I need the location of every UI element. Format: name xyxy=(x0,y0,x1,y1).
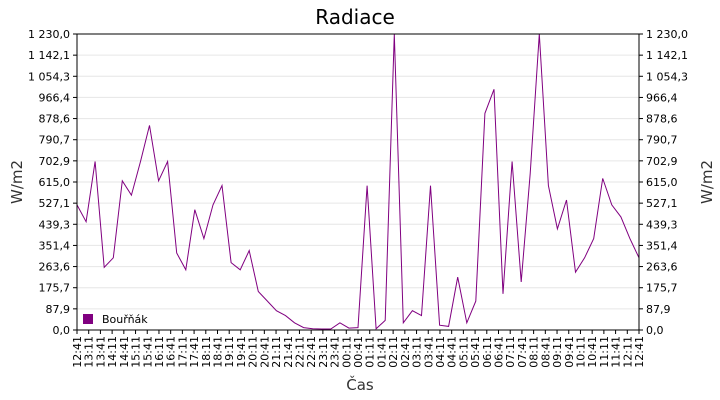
y-tick-label: 878,6 xyxy=(646,113,678,126)
x-tick-label: 06:11 xyxy=(481,336,494,368)
x-tick-label: 21:11 xyxy=(270,336,283,368)
x-tick-label: 16:11 xyxy=(153,336,166,368)
y-tick-label: 966,4 xyxy=(39,91,71,104)
x-tick-label: 01:11 xyxy=(364,336,377,368)
x-tick-label: 16:41 xyxy=(165,336,178,368)
x-tick-label: 17:11 xyxy=(176,336,189,368)
x-tick-label: 19:11 xyxy=(223,336,236,368)
y-tick-label: 439,3 xyxy=(39,218,71,231)
y-tick-label: 1 230,0 xyxy=(28,28,70,41)
x-tick-label: 05:11 xyxy=(457,336,470,368)
x-tick-label: 13:41 xyxy=(94,336,107,368)
x-tick-label: 23:11 xyxy=(317,336,330,368)
x-tick-label: 11:41 xyxy=(610,336,623,368)
x-tick-label: 02:41 xyxy=(399,336,412,368)
x-tick-label: 14:41 xyxy=(118,336,131,368)
x-tick-label: 10:41 xyxy=(586,336,599,368)
x-tick-label: 18:11 xyxy=(200,336,213,368)
legend-label: Bouřňák xyxy=(102,313,148,326)
y-tick-label: 87,9 xyxy=(46,303,71,316)
x-tick-label: 07:41 xyxy=(516,336,529,368)
y-tick-label: 175,7 xyxy=(39,282,71,295)
y-tick-label: 527,1 xyxy=(39,197,71,210)
x-tick-label: 23:41 xyxy=(329,336,342,368)
y-tick-label: 0,0 xyxy=(646,324,664,337)
plot-series xyxy=(76,33,640,330)
x-tick-label: 05:41 xyxy=(469,336,482,368)
x-tick-label: 08:11 xyxy=(528,336,541,368)
x-tick-label: 11:11 xyxy=(598,336,611,368)
y-tick-label: 175,7 xyxy=(646,282,678,295)
x-tick-label: 19:41 xyxy=(235,336,248,368)
y-tick-label: 0,0 xyxy=(53,324,71,337)
x-tick-label: 15:11 xyxy=(130,336,143,368)
x-tick-label: 10:11 xyxy=(574,336,587,368)
x-tick-label: 06:41 xyxy=(493,336,506,368)
x-tick-label: 07:11 xyxy=(504,336,517,368)
y-tick-label: 702,9 xyxy=(646,155,678,168)
x-axis-label: Čas xyxy=(346,375,374,394)
x-tick-label: 00:11 xyxy=(340,336,353,368)
x-tick-label: 13:11 xyxy=(83,336,96,368)
y-axis-label-right: W/m2 xyxy=(698,160,716,204)
x-axis: 12:4113:1113:4114:1114:4115:1115:4116:11… xyxy=(71,330,646,368)
y-axis-label-left: W/m2 xyxy=(8,160,26,204)
chart-title: Radiace xyxy=(315,5,395,29)
x-tick-label: 15:41 xyxy=(141,336,154,368)
y-tick-label: 615,0 xyxy=(646,176,678,189)
x-tick-label: 12:11 xyxy=(621,336,634,368)
y-tick-label: 351,4 xyxy=(646,239,678,252)
y-tick-label: 790,7 xyxy=(646,134,678,147)
y-tick-label: 439,3 xyxy=(646,218,678,231)
x-tick-label: 21:41 xyxy=(282,336,295,368)
y-tick-label: 263,6 xyxy=(39,261,71,274)
y-tick-label: 615,0 xyxy=(39,176,71,189)
x-tick-label: 09:41 xyxy=(563,336,576,368)
x-tick-label: 04:11 xyxy=(434,336,447,368)
x-tick-label: 17:41 xyxy=(188,336,201,368)
legend: Bouřňák xyxy=(83,313,148,326)
y-tick-label: 1 054,3 xyxy=(28,70,70,83)
x-tick-label: 03:11 xyxy=(411,336,424,368)
x-tick-label: 00:41 xyxy=(352,336,365,368)
y-tick-label: 263,6 xyxy=(646,261,678,274)
x-tick-label: 18:41 xyxy=(212,336,225,368)
y-tick-label: 1 230,0 xyxy=(646,28,688,41)
y-tick-label: 527,1 xyxy=(646,197,678,210)
x-tick-label: 09:11 xyxy=(551,336,564,368)
x-tick-label: 08:41 xyxy=(539,336,552,368)
y-tick-label: 1 054,3 xyxy=(646,70,688,83)
x-tick-label: 12:41 xyxy=(71,336,84,368)
y-tick-label: 878,6 xyxy=(39,113,71,126)
x-tick-label: 04:41 xyxy=(446,336,459,368)
y-axis-right: 0,0 87,9 175,7 263,6 351,4 439,3 527,1 615,0 702… xyxy=(639,28,688,337)
y-tick-label: 790,7 xyxy=(39,134,71,147)
x-tick-label: 01:41 xyxy=(375,336,388,368)
x-tick-label: 03:41 xyxy=(422,336,435,368)
x-tick-label: 12:41 xyxy=(633,336,646,368)
y-tick-label: 966,4 xyxy=(646,91,678,104)
y-tick-label: 1 142,1 xyxy=(646,49,688,62)
y-tick-label: 1 142,1 xyxy=(28,49,70,62)
x-tick-label: 20:41 xyxy=(258,336,271,368)
x-tick-label: 22:11 xyxy=(293,336,306,368)
x-tick-label: 02:11 xyxy=(387,336,400,368)
x-tick-label: 20:11 xyxy=(247,336,260,368)
y-tick-label: 87,9 xyxy=(646,303,671,316)
y-tick-label: 351,4 xyxy=(39,239,71,252)
grid-lines xyxy=(77,33,639,331)
series-line xyxy=(76,33,640,330)
y-axis-left: 0,0 87,9 175,7 263,6 351,4 439,3 527,1 615,0 702… xyxy=(28,28,77,337)
y-tick-label: 702,9 xyxy=(39,155,71,168)
x-tick-label: 14:11 xyxy=(106,336,119,368)
x-tick-label: 22:41 xyxy=(305,336,318,368)
legend-swatch xyxy=(83,314,93,324)
